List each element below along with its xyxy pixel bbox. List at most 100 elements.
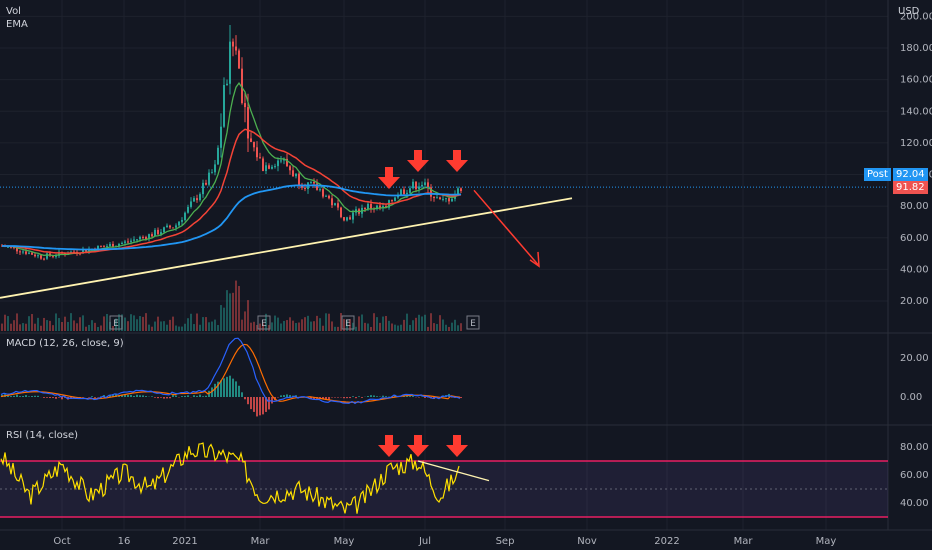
grid (0, 0, 932, 531)
volume-bar (250, 322, 252, 331)
volume-bar (268, 324, 270, 331)
candle-body (283, 158, 285, 161)
candle-body (436, 197, 438, 199)
volume-bar (391, 323, 393, 331)
candle-body (409, 188, 411, 193)
price-tick: 180.00 (900, 43, 932, 54)
macd-histogram-bar (232, 378, 234, 397)
macd-histogram-bar (424, 397, 426, 398)
vol-legend: Vol (6, 6, 21, 17)
volume-bar (400, 324, 402, 331)
macd-histogram-bar (199, 394, 201, 397)
macd-histogram-bar (223, 378, 225, 397)
candle-body (106, 246, 108, 248)
time-tick: Nov (577, 536, 597, 547)
candle-body (52, 255, 54, 257)
candle-body (13, 247, 15, 249)
volume-bar (253, 321, 255, 331)
rsi-line (0, 442, 460, 514)
macd-histogram-bar (46, 397, 48, 398)
candle-body (169, 225, 171, 228)
macd-histogram-bar (109, 394, 111, 397)
volume-bar (88, 324, 90, 331)
volume-bar (4, 314, 6, 331)
volume-bar (238, 286, 240, 331)
candle-body (295, 173, 297, 177)
candle-body (415, 181, 417, 190)
volume-bar (457, 325, 459, 331)
candle-body (352, 212, 354, 220)
volume-bar (79, 317, 81, 331)
candle-body (265, 165, 267, 171)
macd-tick: 0.00 (900, 392, 922, 403)
candle-body (58, 251, 60, 256)
candle-body (298, 173, 300, 186)
earnings-box (109, 315, 123, 330)
candle-body (193, 198, 195, 202)
macd-histogram-bar (112, 395, 114, 397)
price-tick: 40.00 (900, 264, 929, 275)
candle-body (313, 181, 315, 184)
candle-body (238, 50, 240, 69)
macd-histogram-bar (91, 396, 93, 397)
macd-histogram-bar (16, 394, 18, 397)
candle-body (31, 252, 33, 255)
candle-body (46, 253, 48, 259)
candle-body (127, 241, 129, 243)
price-tick: 140.00 (900, 106, 932, 117)
volume-bar (217, 325, 219, 331)
volume-bar (76, 323, 78, 331)
volume-bar (310, 321, 312, 331)
candle-body (325, 195, 327, 197)
candle-body (439, 197, 441, 200)
price-tick: 80.00 (900, 201, 929, 212)
macd-histogram-bar (130, 394, 132, 397)
volume-bar (385, 315, 387, 331)
volume-bar (97, 326, 99, 331)
candle-body (424, 182, 426, 185)
candle-body (190, 201, 192, 207)
candle-body (43, 258, 45, 260)
volume-bar (106, 313, 108, 331)
volume-bar (292, 320, 294, 331)
candle-body (256, 147, 258, 158)
volume-bar (61, 321, 63, 331)
volume-bar (58, 318, 60, 331)
volume-bar (313, 321, 315, 331)
macd-signal-line (0, 343, 461, 403)
ema-legend: EMA (6, 19, 28, 30)
candle-body (394, 197, 396, 201)
macd-histogram-bar (217, 381, 219, 397)
volume-bar (205, 317, 207, 331)
candle-body (211, 172, 213, 174)
volume-bar (202, 317, 204, 331)
macd-histogram-bar (151, 396, 153, 397)
macd-histogram-bar (13, 395, 15, 397)
candle-body (184, 212, 186, 221)
time-tick: Sep (496, 536, 515, 547)
volume-bar (124, 317, 126, 331)
volume-bar (355, 326, 357, 331)
candle-body (247, 107, 249, 139)
candle-body (229, 41, 231, 84)
candle-body (214, 164, 216, 173)
macd-histogram-bar (28, 396, 30, 397)
macd-histogram-bar (346, 397, 348, 399)
earnings-marker: E (109, 315, 123, 330)
macd-histogram-bar (253, 397, 255, 412)
macd-histogram-bar (25, 395, 27, 397)
candle-body (427, 182, 429, 188)
candle-body (19, 251, 21, 253)
candle-body (55, 255, 57, 257)
macd-histogram-bar (145, 396, 147, 397)
candle-body (97, 245, 99, 251)
earnings-box (341, 315, 355, 330)
price-tick: 20.00 (900, 296, 929, 307)
macd-line (0, 337, 461, 405)
candle-body (418, 186, 420, 190)
volume-bar (343, 319, 345, 331)
volume-bar (85, 326, 87, 331)
ema-lines (1, 81, 462, 257)
volume-bar (34, 323, 36, 331)
